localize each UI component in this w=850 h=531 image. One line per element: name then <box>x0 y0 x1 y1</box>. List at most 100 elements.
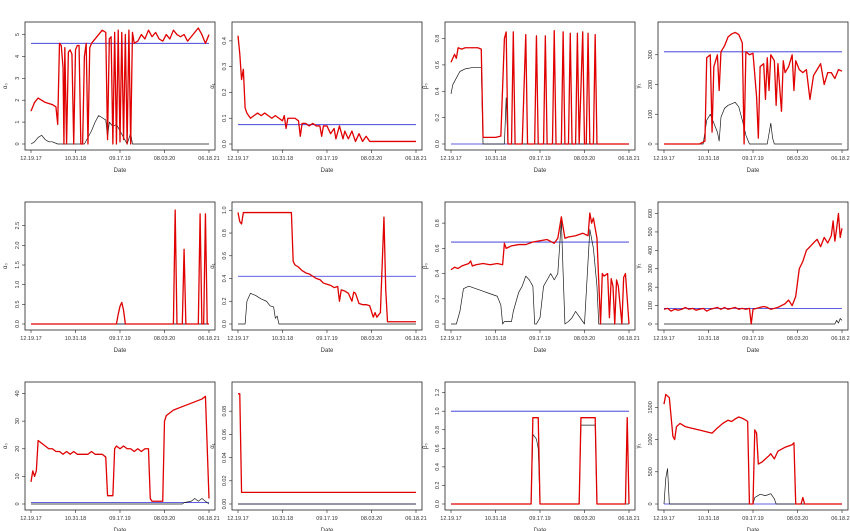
y-tick-label: 0.0 <box>435 140 441 148</box>
x-tick-label: 12.19.17 <box>20 156 41 162</box>
x-tick-label: 08.03.20 <box>154 156 175 162</box>
x-tick-label: 10.31.18 <box>65 336 86 342</box>
chart-panel: 0.0 0.1 0.2 0.3 0.4 12.19.17 10.31.18 09.17.19 0… <box>210 21 427 174</box>
x-tick-label: 08.03.20 <box>574 336 595 342</box>
y-tick-label: 0.08 <box>222 406 228 417</box>
chart-panel: 0 100 200 300 12.19.17 10.31.18 09.17.19 08.03.… <box>636 21 850 174</box>
chart-panel: 0.0 0.5 1.0 1.5 2.0 2.5 12.19.17 10.31.18 09.17.… <box>3 201 220 354</box>
truth-series-line <box>664 318 843 325</box>
y-tick-label: 5 <box>15 33 21 36</box>
y-tick-label: 0.6 <box>435 61 441 69</box>
estimate-series-line <box>664 31 843 145</box>
x-tick-label: 09.17.19 <box>109 156 130 162</box>
x-tick-label: 10.31.18 <box>698 516 719 522</box>
y-tick-label: 0.2 <box>222 297 228 305</box>
y-tick-label: 0.04 <box>222 452 228 463</box>
y-tick-label: 0.06 <box>222 429 228 440</box>
x-tick-label: 06.18.21 <box>618 516 639 522</box>
y-tick-label: 0.8 <box>435 35 441 43</box>
y-tick-label: 0.0 <box>222 320 228 328</box>
y-tick-label: 0.2 <box>435 482 441 490</box>
x-tick-label: 06.18.21 <box>198 336 219 342</box>
x-tick-label: 08.03.20 <box>361 336 382 342</box>
y-tick-label: 0.0 <box>435 320 441 328</box>
x-tick-label: 06.18.21 <box>831 156 850 162</box>
estimate-series-line <box>663 212 843 325</box>
estimate-series-line <box>30 395 210 502</box>
x-axis-label: Date <box>321 348 334 354</box>
estimate-series-line <box>238 393 416 494</box>
plot-frame <box>231 21 423 151</box>
y-axis-label: α₀ <box>3 263 9 269</box>
plot-frame <box>657 21 849 151</box>
y-tick-label: 1.5 <box>15 261 21 269</box>
truth-series-line <box>664 102 842 145</box>
y-tick-label: 1.0 <box>222 206 228 214</box>
y-tick-label: 0.2 <box>435 295 441 303</box>
x-tick-label: 09.17.19 <box>316 336 337 342</box>
x-tick-label: 09.17.19 <box>529 516 550 522</box>
y-tick-label: 0.6 <box>222 252 228 260</box>
y-tick-label: 0 <box>648 502 654 505</box>
y-tick-label: 0 <box>648 322 654 325</box>
x-tick-label: 08.03.20 <box>361 516 382 522</box>
x-axis-label: Date <box>534 528 547 531</box>
truth-series-line <box>31 498 210 505</box>
x-tick-label: 10.31.18 <box>65 156 86 162</box>
x-tick-label: 12.19.17 <box>20 516 41 522</box>
estimate-series-line <box>451 417 630 505</box>
x-tick-label: 08.03.20 <box>787 336 808 342</box>
x-axis-label: Date <box>747 528 760 531</box>
x-tick-label: 09.17.19 <box>742 516 763 522</box>
x-tick-label: 12.19.17 <box>653 156 674 162</box>
x-tick-label: 09.17.19 <box>742 336 763 342</box>
x-tick-label: 10.31.18 <box>272 516 293 522</box>
y-tick-label: 400 <box>648 246 654 255</box>
y-tick-label: 300 <box>648 50 654 59</box>
chart-panel: 0.00 0.02 0.04 0.06 0.08 12.19.17 10.31.18 09.1… <box>210 381 427 531</box>
y-axis-label: α₁ <box>210 263 216 269</box>
y-axis-label: α₀ <box>3 83 9 89</box>
y-tick-label: 1500 <box>648 401 654 413</box>
y-tick-label: 0.3 <box>222 63 228 71</box>
y-tick-label: 0.1 <box>222 114 228 122</box>
y-tick-label: 0.4 <box>222 275 228 283</box>
estimate-series-line <box>450 29 629 145</box>
x-tick-label: 09.17.19 <box>109 336 130 342</box>
x-tick-label: 06.18.21 <box>831 336 850 342</box>
estimate-series-line <box>30 27 210 145</box>
chart-panel: 0 1 2 3 4 5 12.19.17 10.31.18 09.17.19 08.03.20 06… <box>3 21 220 174</box>
y-tick-label: 0.6 <box>435 444 441 452</box>
y-tick-label: 0.0 <box>222 140 228 148</box>
truth-series-line <box>451 220 629 325</box>
chart-panel: 0.0 0.2 0.4 0.6 0.8 1.0 12.19.17 10.31.18 09.17.… <box>210 201 427 354</box>
y-axis-label: γ₁ <box>636 83 642 88</box>
y-axis-label: γ₁ <box>636 443 642 448</box>
chart-panel: 0.0 0.2 0.4 0.6 0.8 1.0 1.2 12.19.17 10.31.18 09.… <box>423 381 640 531</box>
x-axis-label: Date <box>321 168 334 174</box>
plot-frame <box>24 381 216 511</box>
chart-panel: 0 500 1000 1500 12.19.17 10.31.18 09.17.19 08.0… <box>636 381 850 531</box>
x-tick-label: 10.31.18 <box>485 336 506 342</box>
y-tick-label: 2.0 <box>15 242 21 250</box>
truth-series-line <box>450 67 629 145</box>
x-tick-label: 06.18.21 <box>198 156 219 162</box>
y-tick-label: 20 <box>15 446 21 452</box>
y-tick-label: 500 <box>648 227 654 236</box>
y-tick-label: 40 <box>15 390 21 396</box>
estimate-series-line <box>31 209 209 325</box>
estimate-series-line <box>450 212 630 325</box>
y-tick-label: 1.0 <box>15 281 21 289</box>
y-axis-label: β₀ <box>423 83 429 89</box>
estimate-series-line <box>237 35 416 143</box>
y-tick-label: 0.4 <box>222 37 228 45</box>
estimate-series-line <box>663 393 842 505</box>
x-axis-label: Date <box>747 348 760 354</box>
x-tick-label: 06.18.21 <box>831 516 850 522</box>
y-tick-label: 0.8 <box>222 229 228 237</box>
y-tick-label: 0.4 <box>435 463 441 471</box>
x-tick-label: 06.18.21 <box>198 516 219 522</box>
y-tick-label: 3 <box>15 77 21 80</box>
y-axis-label: γ₁ <box>636 263 642 268</box>
